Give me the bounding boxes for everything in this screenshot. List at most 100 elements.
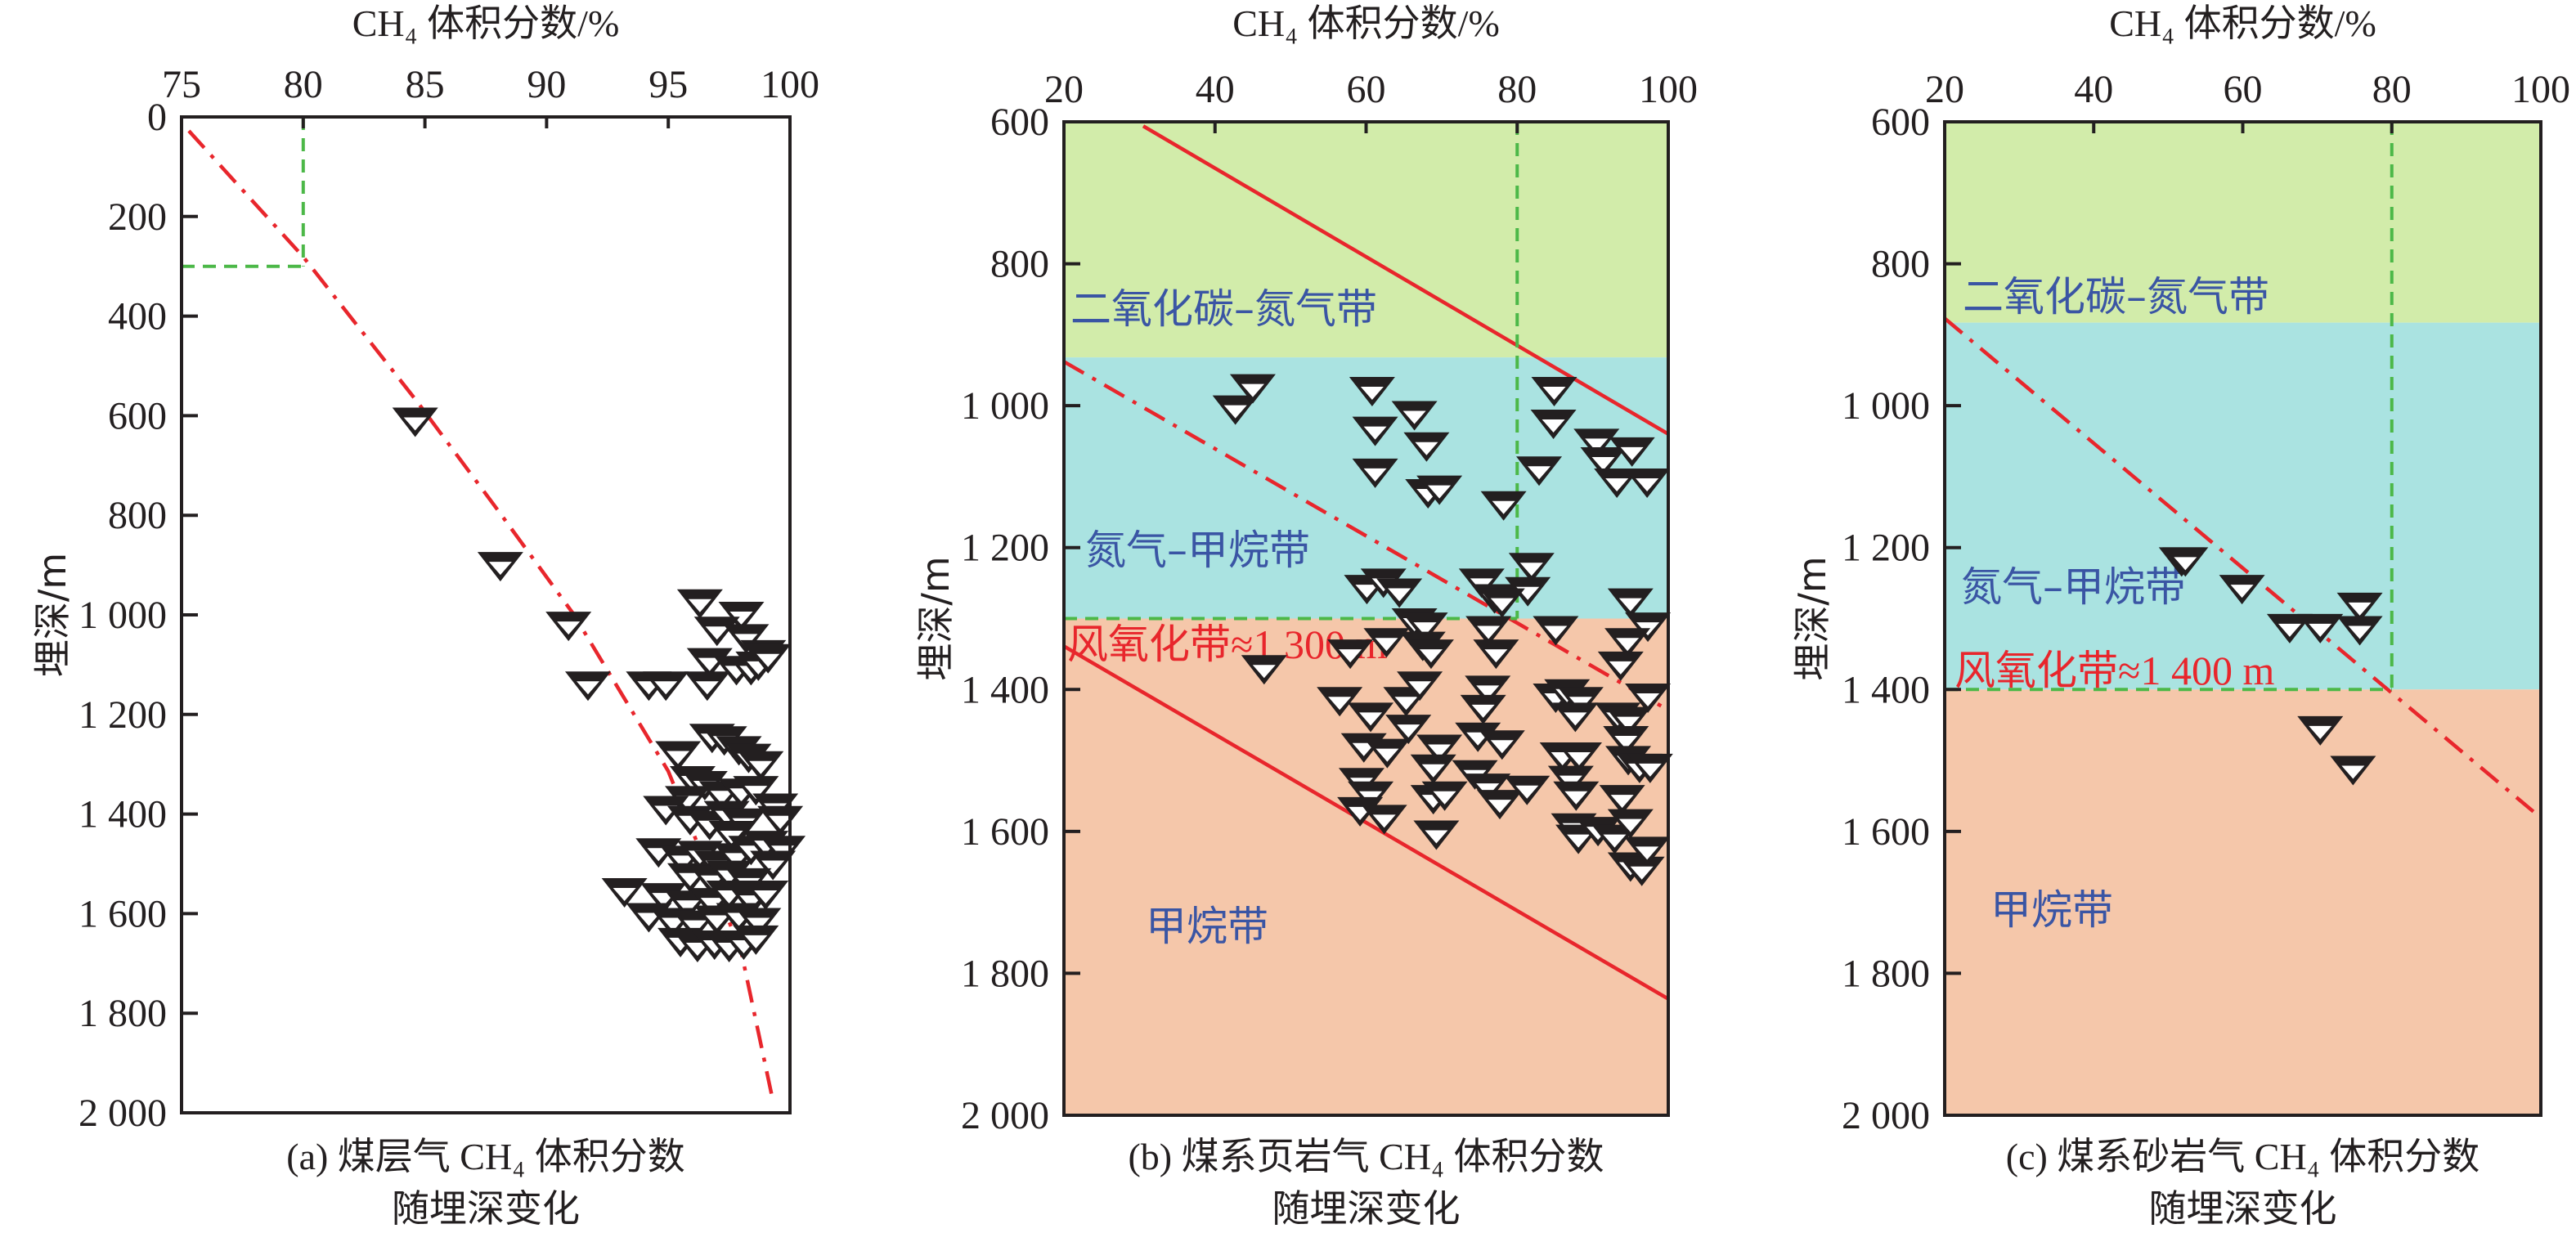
x-tick-label: 100 — [2511, 68, 2570, 111]
triangle-marker-inner — [1339, 649, 1362, 663]
triangle-marker-inner — [1413, 622, 1437, 636]
triangle-marker-inner — [729, 612, 753, 625]
data-point — [1604, 628, 1651, 658]
data-point — [1385, 715, 1432, 745]
triangle-marker-inner — [671, 855, 695, 869]
triangle-marker-inner — [1252, 665, 1276, 679]
triangle-marker-inner — [1620, 446, 1644, 460]
triangle-marker-inner — [1610, 795, 1634, 809]
x-tick-label: 20 — [1925, 68, 1964, 111]
data-point — [1479, 588, 1525, 618]
triangle-marker-inner — [1428, 744, 1452, 758]
data-point — [643, 671, 689, 702]
triangle-marker-inner — [1376, 748, 1399, 762]
triangle-marker-inner — [1360, 387, 1384, 401]
triangle-marker-inner — [705, 915, 729, 929]
triangle-marker-inner — [1372, 814, 1396, 828]
triangle-marker-inner — [1363, 426, 1387, 440]
triangle-marker-inner — [2348, 602, 2372, 616]
y-tick-label: 1 800 — [79, 992, 167, 1035]
data-point — [1416, 475, 1463, 505]
data-point — [601, 877, 648, 908]
data-point — [1363, 628, 1410, 658]
data-point — [2330, 755, 2376, 786]
y-tick-label: 2 000 — [1842, 1094, 1930, 1137]
data-point — [635, 838, 682, 868]
panel-caption-line2: 随埋深变化 — [392, 1188, 580, 1230]
triangle-marker-inner — [1638, 763, 1662, 777]
triangle-marker-inner — [662, 917, 685, 931]
data-point — [1348, 702, 1394, 733]
x-tick-label: 90 — [527, 63, 566, 106]
triangle-marker-inner — [2230, 585, 2254, 599]
triangle-marker-inner — [1544, 625, 1568, 639]
triangle-marker-inner — [2348, 625, 2372, 639]
y-tick-label: 1 800 — [1842, 952, 1930, 995]
triangle-marker-inner — [1425, 830, 1448, 844]
data-point — [1361, 805, 1407, 835]
triangle-marker-inner — [1375, 638, 1398, 652]
data-point — [1229, 374, 1276, 404]
x-tick-label: 100 — [761, 63, 819, 106]
triangle-marker-inner — [1636, 846, 1659, 860]
triangle-marker-inner — [678, 872, 702, 886]
data-point — [676, 589, 723, 619]
zone-label: 氮气–甲烷带 — [1085, 527, 1310, 574]
triangle-marker-inner — [613, 887, 636, 901]
data-point — [2266, 613, 2313, 643]
triangle-marker-inner — [666, 751, 690, 764]
triangle-marker-inner — [698, 657, 721, 671]
triangle-marker-inner — [1542, 387, 1566, 401]
data-point — [545, 612, 592, 642]
data-point — [564, 671, 611, 702]
y-axis-title: 埋深/m — [1790, 556, 1834, 680]
y-tick-label: 1 400 — [961, 668, 1049, 711]
triangle-marker-inner — [1394, 697, 1418, 711]
data-point — [1364, 738, 1411, 769]
triangle-marker-inner — [744, 935, 768, 948]
data-point — [1421, 781, 1468, 811]
x-tick-label: 60 — [2224, 68, 2263, 111]
data-point — [1465, 616, 1512, 646]
triangle-marker-inner — [754, 890, 778, 904]
triangle-marker-inner — [1630, 866, 1654, 880]
triangle-marker-inner — [725, 853, 748, 867]
y-tick-label: 1 200 — [1842, 527, 1930, 570]
x-axis-title: CH₄ 体积分数/% — [2109, 2, 2376, 44]
data-point — [1607, 809, 1654, 839]
triangle-marker-inner — [1605, 478, 1629, 492]
data-point — [655, 741, 702, 771]
triangle-marker-inner — [1471, 704, 1495, 718]
triangle-marker-inner — [749, 760, 773, 774]
data-point — [1241, 655, 1287, 685]
x-tick-label: 80 — [1497, 68, 1537, 111]
y-tick-label: 2 000 — [961, 1094, 1049, 1137]
panel-caption: (c) 煤系砂岩气 CH₄ 体积分数 — [2006, 1136, 2480, 1177]
triangle-marker-inner — [683, 920, 707, 934]
zone-band — [1064, 122, 1668, 358]
data-point — [392, 407, 438, 437]
triangle-marker-inner — [1241, 383, 1264, 397]
data-point — [1603, 726, 1649, 756]
y-tick-label: 1 200 — [79, 693, 167, 737]
data-point — [1618, 856, 1665, 886]
triangle-marker-inner — [1519, 563, 1543, 576]
triangle-marker-inner — [1223, 405, 1247, 419]
data-point — [1465, 675, 1511, 706]
triangle-marker-inner — [2341, 765, 2365, 779]
triangle-marker-inner — [1419, 649, 1443, 663]
y-tick-label: 1 600 — [1842, 810, 1930, 854]
data-point — [1594, 469, 1640, 499]
data-point — [718, 602, 765, 631]
triangle-marker-inner — [2309, 623, 2332, 637]
data-point — [1504, 775, 1551, 805]
triangle-marker-inner — [1388, 588, 1411, 602]
triangle-marker-inner — [1609, 661, 1632, 675]
triangle-marker-inner — [685, 942, 709, 956]
data-point — [1349, 377, 1395, 407]
triangle-marker-inner — [2174, 557, 2197, 571]
panel-caption: (b) 煤系页岩气 CH₄ 体积分数 — [1128, 1136, 1604, 1177]
y-tick-label: 2 000 — [79, 1092, 167, 1135]
y-tick-label: 1 600 — [961, 810, 1049, 854]
triangle-marker-inner — [769, 815, 792, 829]
